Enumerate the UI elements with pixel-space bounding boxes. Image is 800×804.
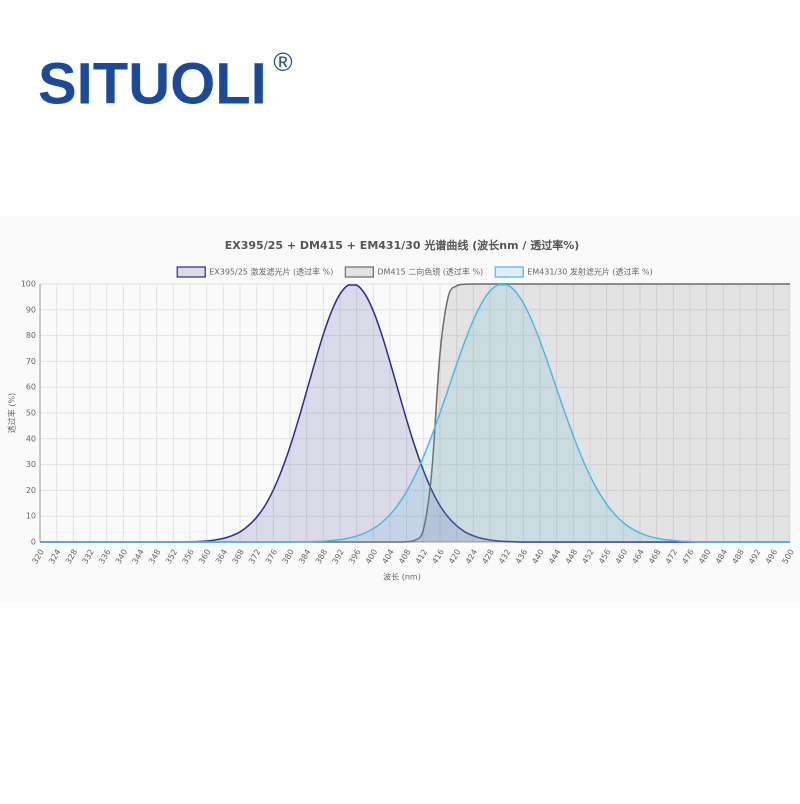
x-axis-label: 波长 (nm) [383, 572, 421, 582]
y-axis-label: 透过率 (%) [7, 393, 17, 433]
series-area [40, 284, 790, 542]
y-tick-label: 30 [26, 460, 36, 469]
legend-label: EM431/30 发射滤光片 (透过率 %) [527, 267, 653, 277]
y-tick-label: 100 [21, 280, 36, 289]
series-area [40, 285, 790, 542]
chart-title: EX395/25 + DM415 + EM431/30 光谱曲线 (波长nm /… [225, 238, 580, 252]
y-tick-label: 0 [31, 538, 36, 547]
y-tick-label: 10 [26, 512, 36, 521]
y-tick-label: 70 [26, 357, 36, 366]
y-tick-label: 90 [26, 305, 36, 314]
legend-swatch [176, 266, 206, 278]
y-tick-label: 20 [26, 486, 36, 495]
legend-label: EX395/25 激发滤光片 (透过率 %) [209, 267, 333, 277]
y-tick-label: 80 [26, 331, 36, 340]
legend-swatch [494, 266, 524, 278]
y-tick-label: 60 [26, 383, 36, 392]
legend-swatch [344, 266, 374, 278]
legend-label: DM415 二向色镜 (透过率 %) [377, 267, 483, 277]
y-tick-label: 50 [26, 409, 36, 418]
brand-mark: ® [273, 47, 292, 77]
series-area [40, 284, 790, 542]
series-line [39, 284, 790, 543]
brand-name: SITUOLI [38, 51, 267, 116]
chart-panel [0, 216, 800, 602]
y-tick-label: 40 [26, 434, 36, 443]
